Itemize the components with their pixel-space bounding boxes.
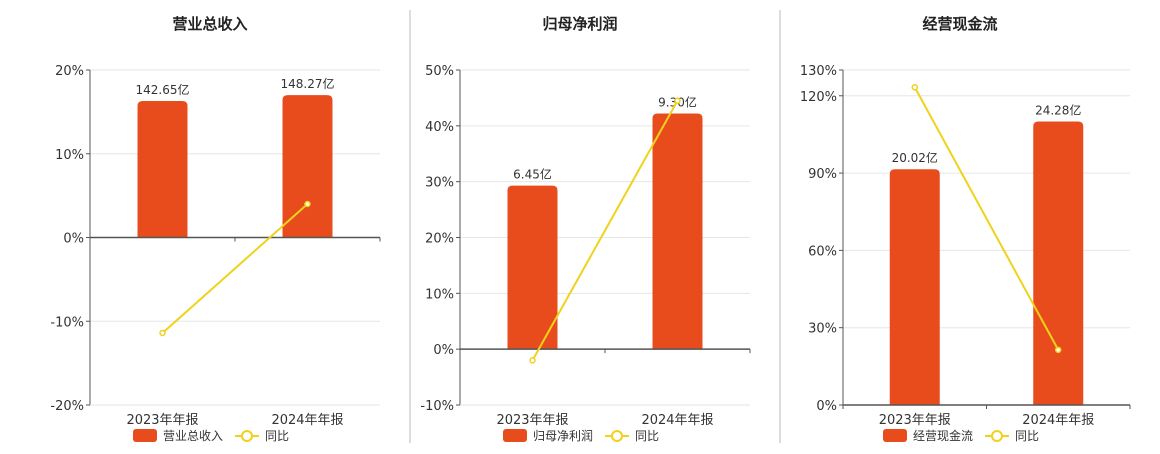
yoy-line [913,86,1060,351]
x-tick-label: 2023年年报 [879,413,951,428]
legend-line-label: 同比 [1015,429,1039,443]
bar-1 [137,100,188,238]
yoy-point-1 [159,329,166,337]
y-tick-label: 50% [425,64,454,79]
bar-2 [1033,121,1084,406]
y-tick-label: 120% [800,90,837,105]
y-tick-label: 130% [800,64,837,79]
legend-line-label: 同比 [265,429,289,443]
legend-line-marker [611,430,623,442]
y-tick-label: -10% [50,315,84,330]
yoy-point-2 [1055,346,1062,354]
y-tick-label: 60% [808,244,837,259]
x-tick-label: 2024年年报 [1022,413,1094,428]
legend-bar-label: 归母净利润 [533,429,593,443]
y-tick-label: 10% [55,148,84,163]
legend-bar-label: 营业总收入 [163,429,223,443]
legend-line-marker [241,430,253,442]
bar-data-label: 20.02亿 [892,150,938,165]
legend-line-marker [991,430,1003,442]
chart-title: 营业总收入 [172,15,247,33]
x-tick-label: 2024年年报 [641,413,713,428]
bar-1 [889,169,940,405]
chart-panel-2: 归母净利润50%40%30%20%10%0%-10%6.45亿9.30亿2023… [420,15,751,443]
y-tick-label: 0% [433,343,454,358]
bar-2 [652,113,703,350]
yoy-point-2 [674,97,681,104]
y-tick-label: 40% [425,120,454,135]
chart-panel-3: 经营现金流 130% 120% 90% 60% 30% 0% 20.02亿 24.28亿 2023… [800,15,1131,443]
yoy-line [161,203,309,334]
y-tick-label: 20% [55,64,84,79]
yoy-point-2 [304,200,311,208]
chart-title: 经营现金流 [922,15,997,33]
yoy-point-1 [911,84,918,91]
yoy-line [531,100,679,361]
legend-bar-swatch [883,429,907,442]
bar-data-label: 24.28亿 [1035,103,1081,118]
legend-bar-label: 经营现金流 [913,428,973,443]
bar-data-label: 142.65亿 [136,82,190,97]
bar-data-label: 6.45亿 [513,167,552,182]
y-tick-label: 30% [808,322,837,337]
x-tick-label: 2023年年报 [126,413,198,428]
x-tick-label: 2024年年报 [271,413,343,428]
y-tick-label: 20% [425,232,454,247]
y-tick-label: 10% [425,287,454,302]
y-tick-label: -20% [50,399,84,414]
y-tick-label: 0% [63,232,84,247]
legend-bar-swatch [133,429,157,442]
bar-2 [282,95,333,238]
bar-data-label: 148.27亿 [281,76,335,91]
y-tick-label: 0% [816,399,837,414]
legend-line-label: 同比 [635,429,659,443]
y-tick-label: 30% [425,176,454,191]
legend-bar-swatch [503,429,527,442]
chart-panel-1: 营业总收入 20% 10% 0% -10% -20% 142.65亿 148.27亿 2023年… [50,15,381,443]
y-tick-label: -10% [420,399,454,414]
y-tick-label: 90% [808,167,837,182]
yoy-point-1 [529,357,536,364]
x-tick-label: 2023年年报 [496,413,568,428]
chart-title: 归母净利润 [542,15,617,33]
bar-1 [507,185,558,350]
